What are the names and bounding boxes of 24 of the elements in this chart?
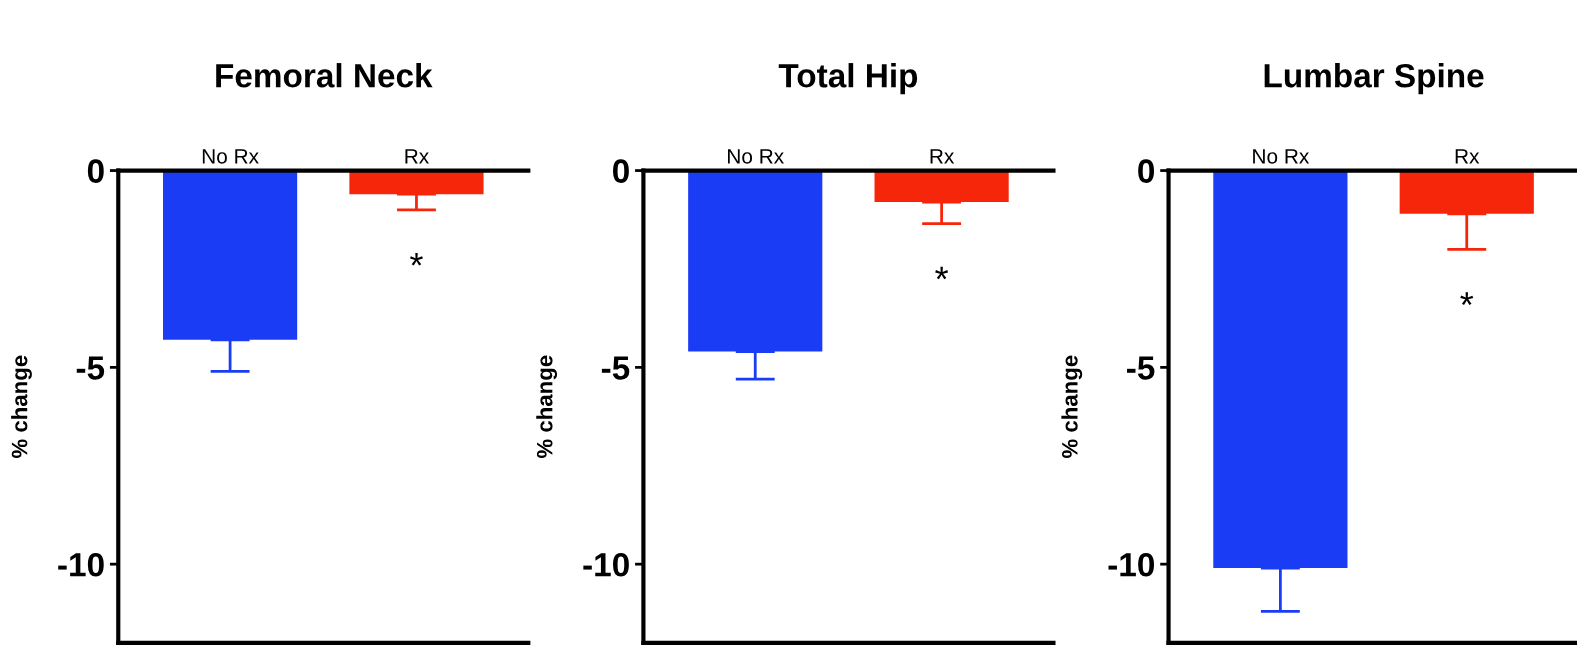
chart-title: Femoral Neck [216, 63, 433, 88]
y-tick-label: -10 [583, 552, 629, 577]
y-tick-label: -5 [76, 356, 105, 380]
chart-title: Lumbar Spine [1264, 63, 1484, 95]
y-axis-title: % change [1061, 355, 1083, 459]
chart-title: Total Hip [778, 63, 918, 95]
y-tick-label: 0 [87, 159, 104, 183]
y-tick-label: -5 [601, 356, 630, 380]
x-tick-label: No Rx [728, 149, 784, 164]
annotation: * [410, 252, 423, 266]
y-axis-title: % change [11, 355, 32, 459]
annotation: * [1460, 292, 1474, 305]
y-tick-label: -10 [1108, 552, 1154, 577]
y-tick-label: 0 [613, 159, 629, 183]
x-tick-label: No Rx [1253, 149, 1310, 164]
annotation: * [935, 266, 949, 280]
x-tick-label: No Rx [202, 149, 259, 164]
y-tick-label: 0 [1138, 159, 1154, 183]
x-tick-label: Rx [930, 149, 955, 164]
y-axis-title: % change [536, 355, 558, 459]
y-tick-label: -10 [58, 552, 104, 577]
x-tick-label: Rx [405, 149, 429, 164]
x-tick-label: Rx [1455, 149, 1480, 164]
y-tick-label: -5 [1127, 356, 1155, 380]
